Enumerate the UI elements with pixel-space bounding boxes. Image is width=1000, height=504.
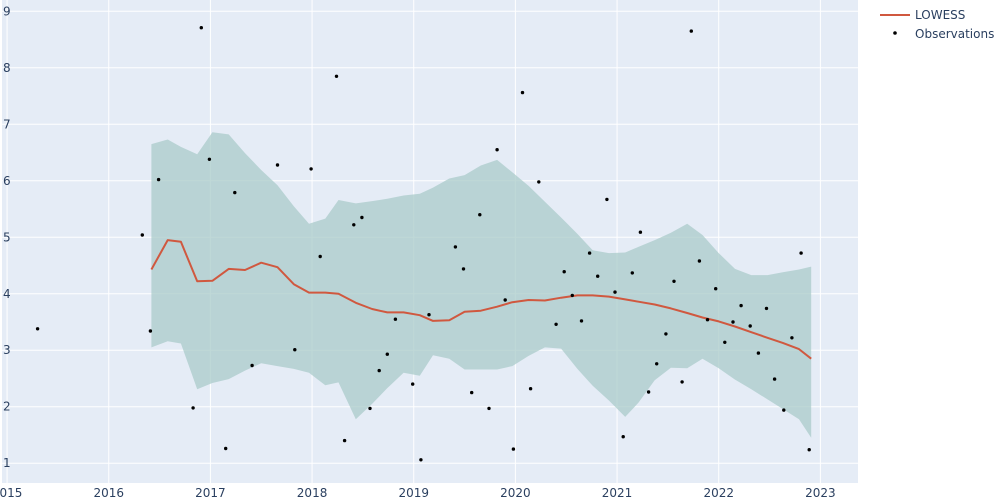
observation-point bbox=[191, 406, 195, 410]
observation-point bbox=[385, 352, 389, 356]
observation-point bbox=[790, 336, 794, 340]
observation-point bbox=[275, 163, 280, 167]
observation-point bbox=[528, 387, 533, 391]
observation-point bbox=[680, 380, 684, 384]
observation-point bbox=[714, 287, 718, 291]
observation-point bbox=[478, 213, 482, 217]
y-tick-label: 5 bbox=[3, 230, 11, 244]
confidence-band bbox=[151, 132, 812, 438]
observation-point bbox=[731, 320, 735, 324]
observation-point bbox=[360, 215, 364, 220]
x-tick-label: 2018 bbox=[297, 486, 328, 500]
observation-point bbox=[419, 458, 423, 462]
observation-point bbox=[207, 157, 212, 161]
observation-point bbox=[520, 90, 525, 95]
observation-point bbox=[342, 438, 347, 443]
observation-point bbox=[748, 324, 752, 328]
observation-point bbox=[140, 233, 144, 237]
observation-point bbox=[233, 190, 237, 195]
observation-point bbox=[368, 406, 372, 411]
lowess-line bbox=[150, 239, 812, 360]
observation-point bbox=[35, 327, 40, 331]
y-tick-label: 9 bbox=[3, 4, 11, 18]
observation-point bbox=[393, 317, 398, 321]
legend-observations-label: Observations bbox=[915, 27, 994, 41]
y-tick-label: 7 bbox=[3, 117, 11, 131]
observation-point bbox=[293, 348, 297, 352]
legend-observations-swatch bbox=[893, 31, 897, 35]
y-tick-label: 6 bbox=[3, 174, 11, 188]
observation-point bbox=[739, 303, 743, 308]
y-tick-label: 1 bbox=[3, 456, 11, 470]
x-tick-label: 2016 bbox=[93, 486, 124, 500]
observation-point bbox=[596, 274, 600, 278]
observation-point bbox=[697, 259, 702, 263]
observation-point bbox=[453, 245, 458, 249]
legend-item-observations[interactable]: Observations bbox=[893, 27, 994, 41]
y-tick-label: 2 bbox=[3, 400, 11, 414]
observation-point bbox=[672, 279, 676, 283]
observation-point bbox=[764, 306, 769, 311]
observation-point bbox=[309, 167, 313, 171]
observation-point bbox=[562, 270, 566, 274]
observation-point bbox=[756, 351, 761, 355]
x-tick-label: 2023 bbox=[805, 486, 836, 500]
observation-point bbox=[613, 290, 617, 294]
observation-point bbox=[570, 293, 574, 298]
observation-point bbox=[554, 322, 558, 326]
x-axis-tick-labels: 2015 2016 2017 2018 2019 2020 2021 2022 2023 bbox=[0, 486, 836, 500]
observation-point bbox=[427, 313, 431, 317]
x-tick-label: 2017 bbox=[195, 486, 226, 500]
observation-point bbox=[487, 406, 491, 411]
x-tick-label: 2021 bbox=[602, 486, 633, 500]
observation-point bbox=[511, 447, 516, 451]
observation-point bbox=[461, 267, 466, 271]
observation-point bbox=[655, 362, 659, 366]
observation-point bbox=[621, 435, 625, 439]
observation-point bbox=[646, 390, 651, 394]
observation-point bbox=[723, 340, 727, 344]
x-tick-label: 2019 bbox=[398, 486, 429, 500]
observation-point bbox=[638, 230, 643, 234]
observation-point bbox=[156, 177, 161, 182]
observation-point bbox=[630, 271, 634, 275]
observation-point bbox=[148, 329, 153, 333]
observation-point bbox=[782, 408, 786, 412]
observation-point bbox=[537, 180, 541, 184]
observation-point bbox=[503, 298, 507, 302]
legend-item-lowess[interactable]: LOWESS bbox=[880, 8, 965, 22]
observation-point bbox=[318, 254, 322, 259]
y-tick-label: 8 bbox=[3, 61, 11, 75]
observation-point bbox=[334, 74, 339, 79]
observation-points bbox=[35, 26, 811, 462]
y-tick-label: 4 bbox=[3, 287, 11, 301]
observation-point bbox=[689, 29, 693, 33]
observation-point bbox=[250, 363, 254, 368]
x-tick-label: 2020 bbox=[500, 486, 531, 500]
observation-point bbox=[799, 251, 803, 255]
observation-point bbox=[495, 148, 499, 152]
observation-point bbox=[199, 26, 203, 30]
legend-lowess-label: LOWESS bbox=[915, 8, 965, 22]
observation-point bbox=[224, 446, 228, 451]
observation-point bbox=[587, 251, 592, 255]
x-tick-label: 2015 bbox=[0, 486, 22, 500]
observation-point bbox=[605, 197, 609, 202]
observation-point bbox=[411, 382, 415, 386]
observation-point bbox=[807, 448, 811, 452]
observation-point bbox=[470, 390, 474, 395]
observation-point bbox=[579, 319, 584, 323]
x-tick-label: 2022 bbox=[703, 486, 734, 500]
observation-point bbox=[377, 368, 381, 373]
y-axis-tick-labels: 1 2 3 4 5 6 7 8 9 bbox=[3, 4, 11, 470]
observation-point bbox=[352, 223, 356, 227]
observation-point bbox=[705, 318, 710, 322]
legend[interactable]: LOWESS Observations bbox=[880, 8, 994, 41]
observation-point bbox=[664, 332, 668, 336]
observation-point bbox=[772, 377, 777, 381]
y-tick-label: 3 bbox=[3, 343, 11, 357]
